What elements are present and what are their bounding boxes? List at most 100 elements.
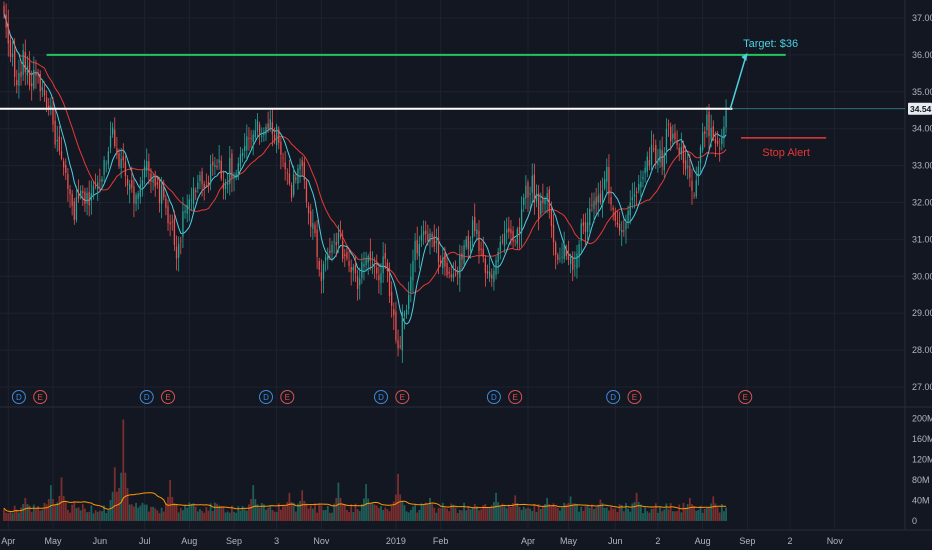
volume-bar [452,504,455,521]
candle-body [710,127,712,140]
volume-bar [426,504,429,521]
volume-bar [28,505,31,521]
volume-bar [395,494,397,521]
volume-bar [416,512,419,521]
volume-bar [422,504,425,521]
earnings-marker[interactable]: E [280,390,295,404]
volume-bar [373,504,376,521]
volume-bar [222,506,225,521]
volume-bar [488,507,491,521]
dividend-marker[interactable]: D [374,390,389,404]
candle-body [3,5,5,14]
candle-body [540,200,542,215]
candle-body [122,156,124,161]
price-tick-label: 35.00 [912,87,932,97]
volume-bar [335,497,338,521]
earnings-marker[interactable]: E [627,390,642,404]
volume-bar [467,505,470,521]
dividend-marker[interactable]: D [606,390,621,404]
candle-body [148,161,150,171]
volume-bar [446,508,448,521]
volume-bar [650,508,653,521]
volume-bar [639,504,642,521]
earnings-marker[interactable]: E [33,390,48,404]
candle-body [401,311,403,351]
candle-body [322,263,325,280]
earnings-marker[interactable]: E [508,390,523,404]
volume-bar [518,506,521,521]
volume-bar [62,495,65,521]
candle-body [146,160,148,171]
candle-body [43,89,46,96]
dividend-marker[interactable]: D [486,390,501,404]
volume-bar [69,512,71,521]
volume-bar [326,505,329,521]
volume-bar [695,510,698,521]
candle-body [18,72,20,86]
event-marker-letter: D [144,393,150,402]
candle-body [388,271,391,296]
volume-bar [188,502,191,521]
candle-body [346,252,348,259]
candle-body [97,182,99,189]
candle-body [39,73,41,92]
volume-bar [152,506,154,521]
candle-body [267,123,269,130]
earnings-marker[interactable]: E [161,390,176,404]
candle-body [301,160,303,167]
volume-bar [18,512,20,521]
volume-bar [507,505,510,521]
volume-bar [718,512,721,521]
volume-bar [150,506,152,521]
candle-body [478,230,480,252]
volume-bar [590,504,593,521]
earnings-marker[interactable]: E [395,390,410,404]
candle-body [631,197,633,201]
volume-bar [367,498,370,521]
event-marker-circle [395,390,410,404]
volume-bar [559,510,561,521]
candle-body [618,223,621,231]
candle-body [22,50,24,75]
candle-body [141,180,144,186]
volume-bar [354,503,357,521]
candle-body [9,40,12,57]
event-marker-circle [374,390,389,404]
volume-bar [680,512,683,521]
candle-body [333,240,335,242]
volume-bar [228,512,231,521]
volume-bar [556,507,559,521]
candle-body [440,260,442,264]
candle-body [186,205,188,214]
volume-bar [663,509,666,521]
candle-body [395,311,397,341]
dividend-marker[interactable]: D [258,390,273,404]
candle-body [638,184,640,191]
candle-body [474,216,476,232]
candle-body [687,165,689,168]
dividend-marker[interactable]: D [11,390,26,404]
volume-bar [475,506,478,521]
slow-moving-average-line [3,13,727,294]
dividend-marker[interactable]: D [139,390,154,404]
volume-bar [571,503,574,521]
candle-body [418,244,420,257]
candle-body [271,122,274,135]
candle-body [701,132,704,151]
candle-body [604,179,606,189]
candle-body [595,197,597,205]
candle-body [542,197,544,204]
candle-body [109,135,112,148]
candle-body [90,193,92,201]
candle-body [290,184,293,198]
candle-body [7,23,9,44]
volume-bar [433,507,436,521]
volume-bar [676,511,678,521]
volume-bar [81,504,84,521]
candle-body [482,248,484,258]
earnings-marker[interactable]: E [738,390,753,404]
candle-body [163,186,165,198]
price-tick-label: 29.00 [912,308,932,318]
volume-bar [439,508,442,521]
candle-body [60,151,63,159]
